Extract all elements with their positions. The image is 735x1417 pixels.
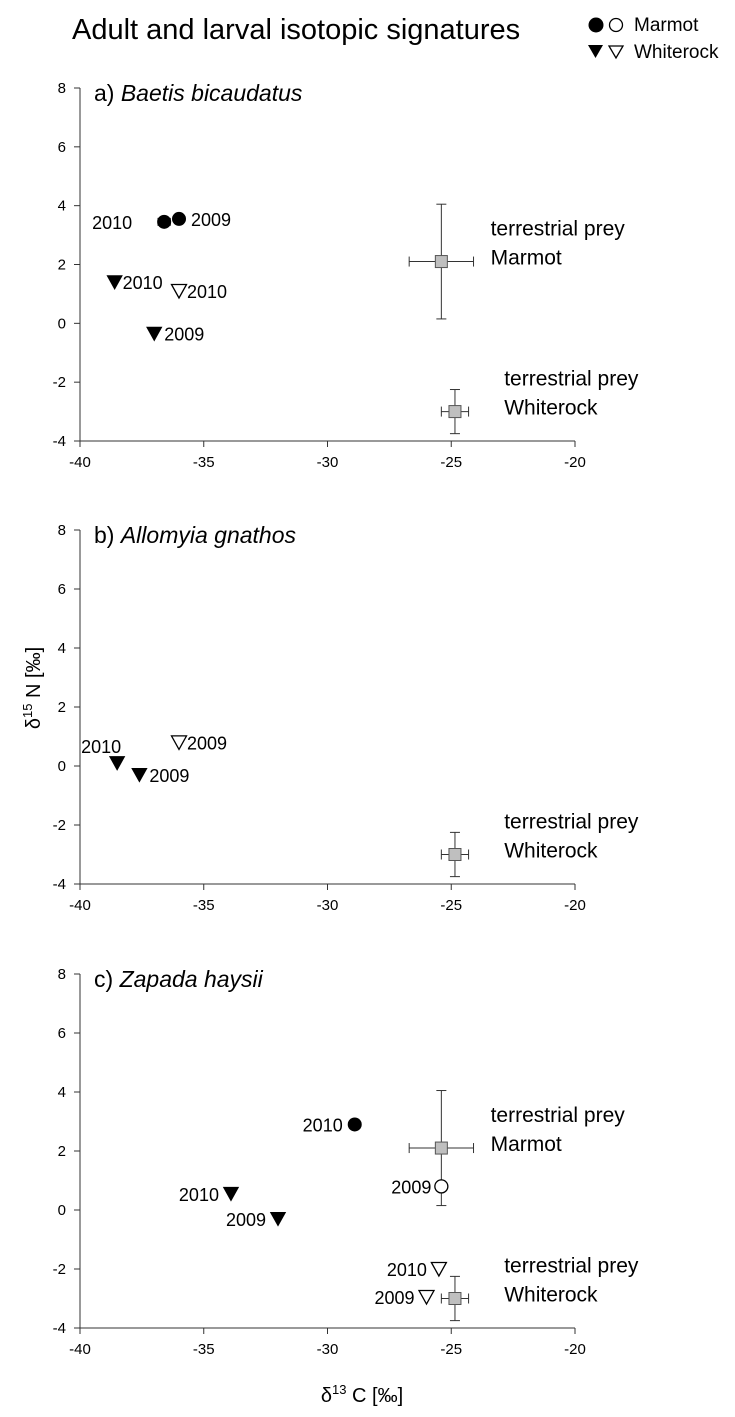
y-tick-label: -2 [53, 1261, 66, 1278]
prey-whiterock-marker [448, 848, 462, 861]
y-tick-label: 2 [58, 257, 66, 274]
point-label: 2010 [123, 273, 163, 293]
point-whiterock-larval-2009 [170, 735, 188, 751]
prey-marmot-marker [434, 255, 448, 269]
x-tick-label: -40 [69, 897, 91, 914]
x-tick-label: -20 [564, 1341, 586, 1358]
point-whiterock-adult-2009 [269, 1211, 287, 1227]
prey-label-line2: Whiterock [504, 840, 598, 863]
y-tick-label: -2 [53, 374, 66, 391]
legend-marmot-adult-symbol [588, 17, 604, 33]
point-label: 2009 [374, 1288, 414, 1308]
point-marmot-larval-2009 [434, 1179, 449, 1194]
legend-whiterock-label: Whiterock [634, 42, 719, 63]
point-label: 2010 [92, 213, 132, 233]
point-label: 2009 [149, 766, 189, 786]
x-tick-label: -25 [440, 1341, 462, 1358]
point-marmot-adult-2010 [347, 1117, 362, 1132]
prey-label-line2: Whiterock [504, 1284, 598, 1307]
x-tick-label: -25 [440, 897, 462, 914]
point-whiterock-adult-2010 [106, 275, 123, 290]
y-tick-label: 4 [58, 198, 66, 215]
x-tick-label: -20 [564, 454, 586, 471]
y-tick-label: -4 [53, 433, 66, 450]
x-tick-label: -20 [564, 897, 586, 914]
prey-label-line2: Marmot [491, 247, 562, 270]
prey-whiterock-marker [448, 405, 462, 419]
point-marmot-adult-2010 [157, 214, 172, 229]
x-tick-label: -35 [193, 1341, 215, 1358]
x-tick-label: -35 [193, 454, 215, 471]
x-tick-label: -30 [317, 897, 339, 914]
prey-label-line1: terrestrial prey [504, 811, 639, 834]
prey-whiterock-marker [448, 1292, 462, 1305]
y-axis-title: δ15 N [‰] [20, 647, 45, 729]
x-tick-label: -25 [440, 454, 462, 471]
x-tick-label: -40 [69, 1341, 91, 1358]
point-label: 2010 [81, 737, 121, 757]
y-tick-label: 0 [58, 1202, 66, 1219]
point-whiterock-larval-2010 [170, 283, 188, 300]
y-tick-label: 6 [58, 139, 66, 156]
legend-marmot-larval-symbol [608, 17, 624, 33]
figure-title: Adult and larval isotopic signatures [72, 14, 520, 46]
y-tick-label: 8 [58, 966, 66, 983]
point-whiterock-adult-2009 [146, 326, 163, 342]
point-label: 2009 [191, 210, 231, 230]
point-label: 2010 [187, 282, 227, 302]
x-axis-title: δ13 C [‰] [321, 1382, 403, 1407]
y-tick-label: 8 [58, 80, 66, 97]
y-tick-label: 8 [58, 522, 66, 539]
legend-whiterock-adult-symbol [588, 45, 603, 58]
y-tick-label: 6 [58, 581, 66, 598]
point-marmot-adult-2009 [172, 211, 186, 226]
point-whiterock-larval-2010 [430, 1261, 448, 1278]
point-whiterock-larval-2009 [417, 1289, 436, 1306]
point-whiterock-adult-2009 [131, 767, 148, 783]
point-label: 2009 [391, 1177, 431, 1197]
point-whiterock-adult-2010 [222, 1186, 240, 1202]
legend-whiterock-larval-symbol [607, 45, 625, 60]
panel-label: c) Zapada haysii [94, 966, 264, 992]
point-label: 2009 [226, 1210, 266, 1230]
prey-label-line1: terrestrial prey [504, 1255, 639, 1278]
legend: Marmot Whiterock [588, 15, 719, 63]
y-tick-label: 4 [58, 640, 66, 657]
y-tick-label: 2 [58, 699, 66, 716]
y-tick-label: -4 [53, 1320, 66, 1337]
x-tick-label: -30 [317, 1341, 339, 1358]
x-tick-label: -40 [69, 454, 91, 471]
point-label: 2009 [187, 733, 227, 753]
y-tick-label: 6 [58, 1025, 66, 1042]
prey-label-line1: terrestrial prey [504, 368, 639, 391]
point-label: 2010 [303, 1115, 343, 1135]
point-label: 2010 [387, 1260, 427, 1280]
y-tick-label: 4 [58, 1084, 66, 1101]
legend-marmot-label: Marmot [634, 15, 699, 36]
y-tick-label: -2 [53, 817, 66, 834]
prey-marmot-marker [434, 1141, 448, 1155]
x-tick-label: -30 [317, 454, 339, 471]
point-whiterock-adult-2010 [108, 756, 126, 771]
prey-label-line2: Marmot [491, 1133, 562, 1156]
y-tick-label: 2 [58, 1143, 66, 1160]
prey-label-line1: terrestrial prey [491, 218, 626, 241]
point-label: 2009 [164, 325, 204, 345]
prey-label-line2: Whiterock [504, 397, 598, 420]
panel-label: b) Allomyia gnathos [94, 522, 296, 548]
y-tick-label: -4 [53, 876, 66, 893]
prey-label-line1: terrestrial prey [491, 1104, 626, 1127]
point-label: 2010 [179, 1185, 219, 1205]
y-tick-label: 0 [58, 758, 66, 775]
x-tick-label: -35 [193, 897, 215, 914]
y-tick-label: 0 [58, 315, 66, 332]
panel-label: a) Baetis bicaudatus [94, 80, 303, 106]
